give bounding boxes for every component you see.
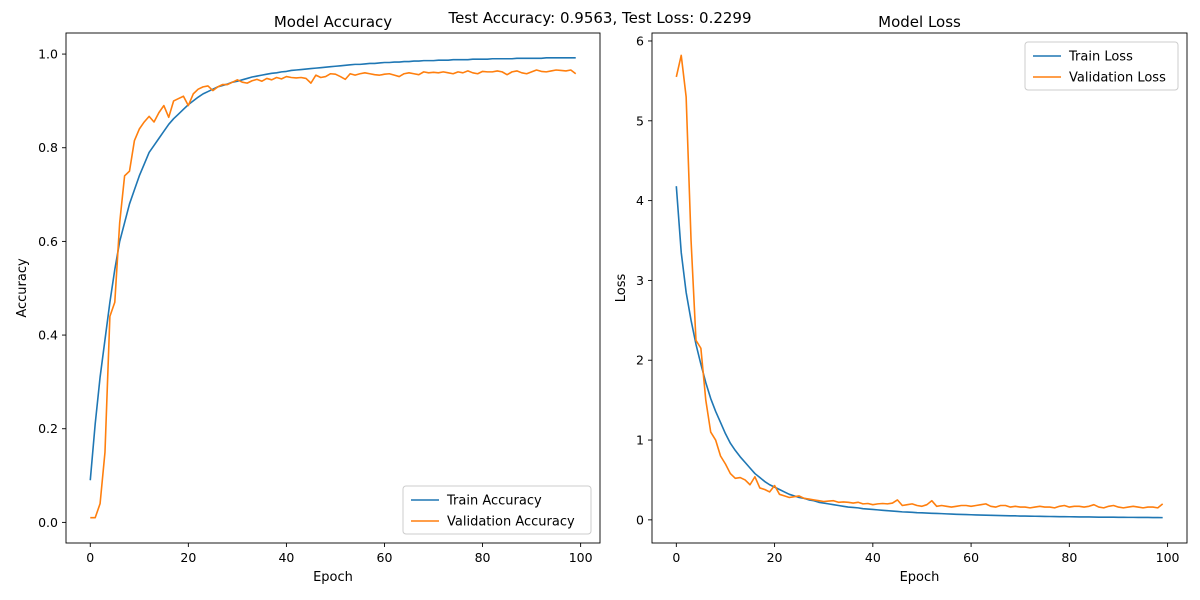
accuracy-x-tick-label: 60 bbox=[377, 550, 393, 565]
loss-legend-label: Validation Loss bbox=[1069, 71, 1166, 86]
loss-x-tick-label: 0 bbox=[672, 550, 680, 565]
loss-y-tick-label: 3 bbox=[636, 273, 644, 288]
loss-series-line-validation bbox=[675, 54, 1164, 509]
accuracy-legend-box bbox=[402, 485, 592, 535]
loss-x-tick-label: 80 bbox=[1061, 550, 1077, 565]
accuracy-y-tick-label: 0.6 bbox=[38, 234, 58, 249]
accuracy-legend: Train Accuracy Validation Accuracy bbox=[402, 485, 592, 535]
loss-legend-box bbox=[1024, 41, 1179, 91]
loss-series-line-train bbox=[675, 186, 1163, 519]
loss-axes-frame bbox=[651, 32, 1188, 544]
loss-y-axis-label: Loss bbox=[614, 274, 629, 303]
accuracy-y-tick-label: 0.4 bbox=[38, 328, 58, 343]
loss-legend-label: Train Loss bbox=[1068, 50, 1133, 65]
accuracy-x-axis-label: Epoch bbox=[313, 570, 353, 585]
accuracy-x-tick-label: 20 bbox=[180, 550, 196, 565]
accuracy-chart-title: Model Accuracy bbox=[274, 13, 392, 31]
figure-suptitle: Test Accuracy: 0.9563, Test Loss: 0.2299 bbox=[447, 9, 751, 27]
accuracy-series-line-validation bbox=[90, 69, 577, 519]
accuracy-panel: 0 20 40 60 80 100 0.0 0.2 0.4 0.6 0.8 1.0 Epoch Accur… bbox=[15, 13, 601, 585]
loss-x-tick-label: 20 bbox=[767, 550, 783, 565]
accuracy-x-tick-label: 80 bbox=[475, 550, 491, 565]
loss-y-tick-label: 0 bbox=[636, 512, 644, 527]
accuracy-y-tick-label: 0.8 bbox=[38, 140, 58, 155]
accuracy-y-tick-label: 1.0 bbox=[38, 47, 58, 62]
loss-x-tick-label: 100 bbox=[1156, 550, 1180, 565]
loss-x-axis-label: Epoch bbox=[900, 570, 940, 585]
loss-chart-title: Model Loss bbox=[878, 13, 961, 31]
accuracy-x-tick-label: 100 bbox=[569, 550, 593, 565]
accuracy-y-tick-label: 0.2 bbox=[38, 421, 58, 436]
loss-y-tick-label: 1 bbox=[636, 433, 644, 448]
loss-x-tick-label: 60 bbox=[963, 550, 979, 565]
loss-x-tick-label: 40 bbox=[865, 550, 881, 565]
accuracy-y-axis-label: Accuracy bbox=[15, 258, 30, 318]
accuracy-series-line-train bbox=[89, 57, 576, 481]
accuracy-legend-label: Train Accuracy bbox=[446, 494, 542, 509]
accuracy-x-tick-label: 0 bbox=[86, 550, 94, 565]
loss-panel: 0 20 40 60 80 100 0 1 2 3 4 5 6 Epoch Loss Model Loss Tr… bbox=[614, 13, 1188, 585]
accuracy-legend-label: Validation Accuracy bbox=[447, 515, 575, 530]
loss-y-tick-label: 5 bbox=[636, 113, 644, 128]
loss-y-tick-label: 6 bbox=[636, 33, 644, 48]
accuracy-x-tick-label: 40 bbox=[278, 550, 294, 565]
loss-legend: Train Loss Validation Loss bbox=[1024, 41, 1179, 91]
loss-y-tick-label: 4 bbox=[636, 193, 644, 208]
accuracy-axes-frame bbox=[65, 32, 601, 544]
loss-y-tick-label: 2 bbox=[636, 353, 644, 368]
accuracy-y-tick-label: 0.0 bbox=[38, 515, 58, 530]
